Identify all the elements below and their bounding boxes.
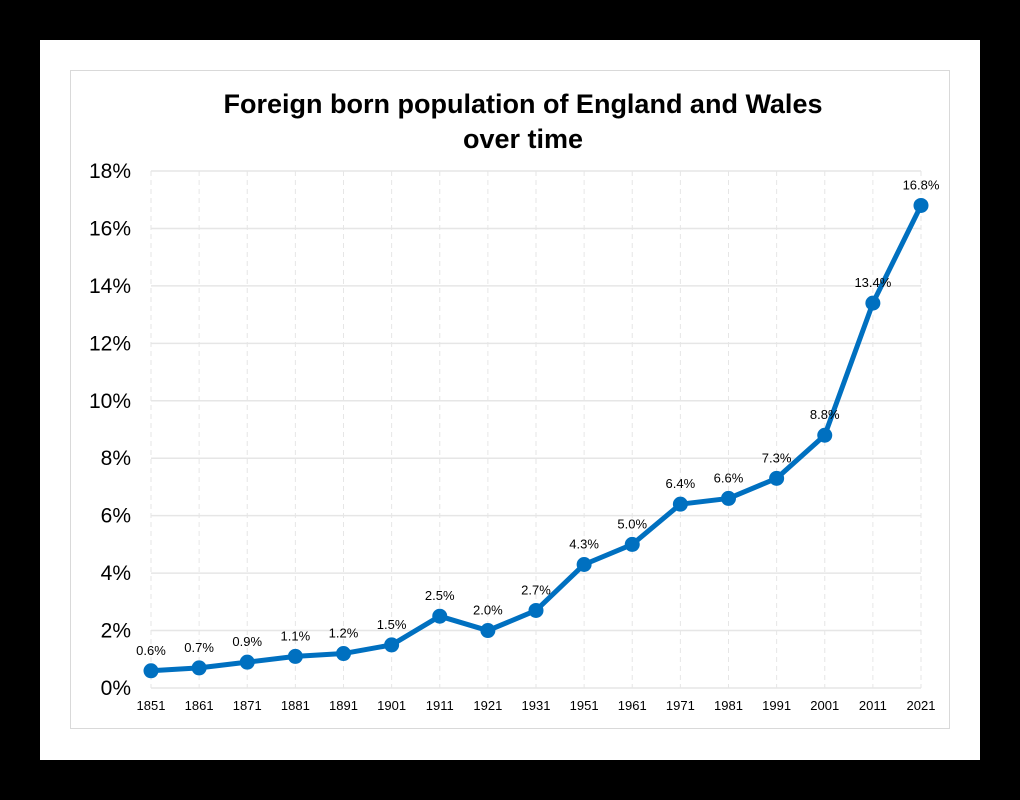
x-tick-label: 2021 [907,698,936,713]
y-tick-label: 6% [101,505,131,528]
series-line [148,202,924,674]
y-tick-label: 0% [101,677,131,700]
data-label: 0.6% [136,643,166,658]
data-point-marker [672,496,688,512]
data-label: 7.3% [762,450,792,465]
x-tick-label: 1961 [618,698,647,713]
grid-layer [150,170,922,689]
x-tick-label: 1971 [666,698,695,713]
y-tick-label: 14% [89,275,131,298]
x-tick-label: 1871 [233,698,262,713]
data-label: 8.8% [810,407,840,422]
x-tick-label: 1911 [426,698,454,713]
chart-canvas: Foreign born population of England and W… [40,40,980,760]
y-tick-label: 16% [89,217,131,240]
chart-area: Foreign born population of England and W… [70,70,950,729]
data-point-marker [624,536,640,552]
data-point-marker [143,663,159,679]
data-label: 4.3% [569,536,599,551]
data-point-marker [191,660,207,676]
data-label: 13.4% [854,275,891,290]
series-layer [143,197,929,679]
x-tick-label: 1901 [377,698,406,713]
x-tick-label: 1981 [714,698,743,713]
data-label: 0.7% [184,640,214,655]
line-chart: Foreign born population of England and W… [89,89,940,713]
data-label: 6.6% [714,470,744,485]
data-point-marker [336,646,351,662]
data-point-marker [721,490,736,506]
data-point-marker [287,648,303,664]
data-label: 2.7% [521,582,551,597]
data-label: 0.9% [232,634,262,649]
data-label: 16.8% [903,177,940,192]
x-tick-label: 1881 [281,698,310,713]
data-point-marker [865,295,881,311]
data-point-marker [913,197,929,213]
y-tick-label: 4% [101,562,131,585]
x-axis-ticks: 1851 1861 1871 1881 1891 1901 1911 1921 1931 1951… [137,698,936,713]
y-axis-ticks: 0% 2% 4% 6% 8% 10% 12% 14% 16% 18% [89,160,131,700]
y-tick-label: 10% [89,390,131,413]
x-tick-label: 1861 [185,698,214,713]
x-tick-label: 1851 [137,698,166,713]
data-point-marker [576,556,592,572]
y-tick-label: 2% [101,620,131,643]
x-tick-label: 2001 [810,698,839,713]
data-label: 2.0% [473,603,503,618]
data-label: 1.5% [377,617,407,632]
data-point-marker [384,637,400,653]
x-tick-label: 1951 [570,698,599,713]
data-label: 1.1% [281,628,311,643]
x-tick-label: 1891 [329,698,358,713]
chart-title-line-2: over time [463,124,583,154]
x-tick-label: 1931 [522,698,551,713]
data-point-marker [769,470,785,486]
x-tick-label: 2011 [859,698,887,713]
data-point-marker [480,623,496,639]
x-tick-label: 1991 [762,698,791,713]
data-point-marker [432,608,448,624]
data-label: 6.4% [666,476,696,491]
y-tick-label: 12% [89,332,131,355]
y-tick-label: 18% [89,160,131,183]
data-label: 1.2% [329,626,359,641]
data-label: 5.0% [617,516,647,531]
data-label-layer: 0.6% 0.7% 0.9% 1.1% 1.2% 1.5% 2.5% 2.0% 2.7% 4.3%… [136,177,940,657]
chart-title-line-1: Foreign born population of England and W… [224,89,823,119]
data-point-marker [817,427,833,443]
data-point-marker [528,602,544,618]
x-tick-label: 1921 [473,698,502,713]
y-tick-label: 8% [101,447,131,470]
data-point-marker [239,654,255,670]
data-label: 2.5% [425,588,455,603]
